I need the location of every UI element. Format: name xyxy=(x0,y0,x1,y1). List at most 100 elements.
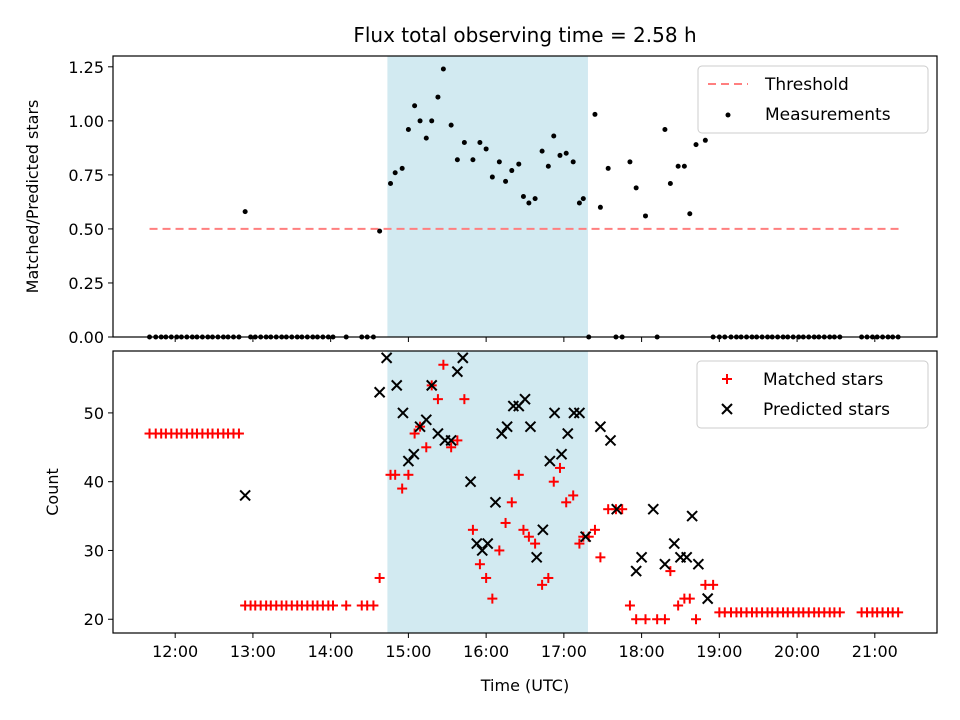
x-tick-label: 16:00 xyxy=(463,642,509,661)
measurement-point xyxy=(509,168,515,174)
measurement-point xyxy=(557,152,563,158)
matched-star-point xyxy=(548,476,559,487)
matched-star-point xyxy=(421,442,432,453)
predicted-star-point xyxy=(611,503,623,515)
predicted-star-point xyxy=(686,510,698,522)
matched-star-point xyxy=(631,614,642,625)
ratio-y-tick-label: 0.50 xyxy=(68,220,104,239)
observing-span-bottom xyxy=(387,351,588,633)
matched-star-point xyxy=(500,517,511,528)
predicted-star-point xyxy=(630,565,642,577)
measurement-point xyxy=(483,146,489,152)
predicted-star-point xyxy=(594,420,607,433)
measurement-point xyxy=(532,196,538,202)
matched-star-point xyxy=(432,394,443,405)
ratio-y-tick-label: 1.00 xyxy=(68,112,104,131)
predicted-star-point xyxy=(573,407,586,419)
measurement-point xyxy=(489,174,495,180)
measurement-point xyxy=(580,196,586,202)
predicted-star-point xyxy=(471,537,483,550)
legend-matched-label: Matched stars xyxy=(763,370,883,390)
x-tick-label: 13:00 xyxy=(230,642,276,661)
measurement-point xyxy=(662,126,668,132)
x-axis-label: Time (UTC) xyxy=(480,676,569,695)
matched-star-point xyxy=(518,524,529,535)
chart-title: Flux total observing time = 2.58 h xyxy=(353,23,696,47)
legend-measurements-label: Measurements xyxy=(765,105,891,125)
matched-star-point xyxy=(834,607,845,618)
predicted-star-point xyxy=(562,427,574,440)
measurement-point xyxy=(496,159,502,165)
legend-matched-swatch xyxy=(722,374,732,384)
x-tick-label: 17:00 xyxy=(541,642,587,661)
matched-star-point xyxy=(893,607,904,618)
predicted-star-point xyxy=(647,503,659,515)
measurement-point xyxy=(429,118,435,124)
ratio-y-tick-label: 1.25 xyxy=(68,58,104,77)
matched-star-point xyxy=(523,531,534,542)
measurement-point xyxy=(423,135,429,141)
predicted-star-point xyxy=(635,551,648,564)
count-legend: Matched stars Predicted stars xyxy=(696,360,929,429)
matched-star-point xyxy=(459,394,470,405)
predicted-star-point xyxy=(397,407,409,419)
measurement-point xyxy=(242,209,248,215)
count-legend-box xyxy=(696,360,929,429)
predicted-star-point xyxy=(476,544,488,557)
measurement-point xyxy=(667,181,673,187)
measurement-point xyxy=(545,163,551,169)
legend-plus-marker xyxy=(722,374,732,384)
count-y-axis-label: Count xyxy=(43,468,62,516)
ratio-legend-box xyxy=(697,65,929,134)
measurement-point xyxy=(551,133,557,139)
predicted-star-point xyxy=(680,551,693,564)
matched-star-point xyxy=(691,614,702,625)
measurement-point xyxy=(597,204,603,210)
predicted-star-point xyxy=(524,420,537,433)
measurement-point xyxy=(526,200,532,206)
measurement-point xyxy=(454,157,460,163)
x-tick-label: 12:00 xyxy=(152,642,198,661)
x-tick-label: 19:00 xyxy=(696,642,742,661)
matched-star-point xyxy=(595,552,606,563)
matched-star-point xyxy=(327,600,338,611)
legend-measurements-swatch xyxy=(725,112,731,118)
matched-star-point xyxy=(617,504,628,515)
predicted-star-point xyxy=(489,496,502,509)
matched-star-point xyxy=(506,497,517,508)
measurement-point xyxy=(633,185,639,191)
legend-predicted-swatch xyxy=(721,403,733,415)
ratio-marks xyxy=(147,66,901,340)
predicted-star-point xyxy=(373,386,386,398)
measurement-point xyxy=(702,137,708,143)
count-marks xyxy=(144,352,904,625)
matched-star-point xyxy=(513,469,524,480)
measurement-point xyxy=(687,211,693,217)
predicted-star-point xyxy=(495,427,508,440)
measurement-point xyxy=(461,139,467,145)
ratio-panel: 0.00 0.25 0.50 0.75 1.00 1.25 Matched/Predict… xyxy=(23,55,938,347)
predicted-star-point xyxy=(380,352,393,364)
matched-star-point xyxy=(530,538,541,549)
measurement-point xyxy=(539,148,545,154)
observing-span-top xyxy=(387,56,588,337)
matched-star-point xyxy=(452,435,463,446)
ratio-axes-frame xyxy=(112,55,938,338)
count-x-ticks: 12:00 13:00 14:00 15:00 16:00 17:00 18:00 19:00… xyxy=(152,633,898,661)
measurement-point xyxy=(693,142,699,148)
predicted-star-point xyxy=(451,365,464,378)
measurement-point xyxy=(377,228,383,234)
ratio-y-tick-label: 0.25 xyxy=(68,274,104,293)
count-y-tick-label: 20 xyxy=(84,610,104,629)
measurement-point xyxy=(570,159,576,165)
measurement-point xyxy=(388,181,394,187)
matched-star-point xyxy=(487,593,498,604)
matched-star-point xyxy=(574,538,585,549)
matched-star-point xyxy=(561,497,572,508)
matched-star-point xyxy=(341,600,352,611)
matched-star-point xyxy=(390,469,401,480)
matched-star-point xyxy=(624,600,635,611)
measurement-point xyxy=(675,163,681,169)
